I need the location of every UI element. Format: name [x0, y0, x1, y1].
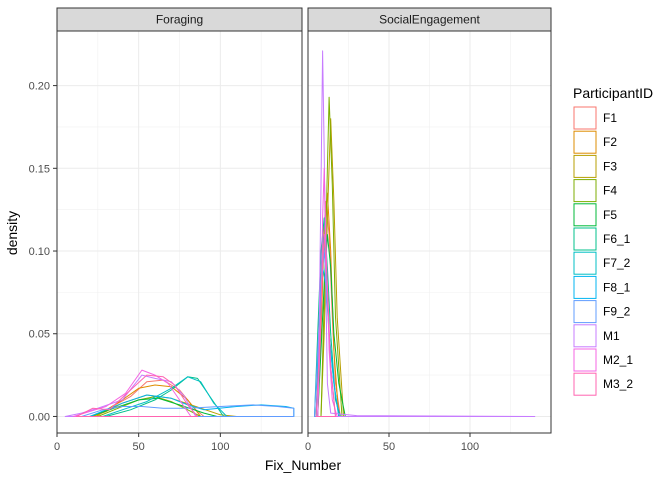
- legend-item-f4: F4: [573, 179, 617, 203]
- y-tick-label: 0.20: [29, 81, 50, 93]
- x-axis-title: Fix_Number: [265, 457, 342, 473]
- density-m3-2: [76, 374, 198, 417]
- legend-item-f5: F5: [573, 203, 617, 227]
- legend-label: F6_1: [603, 232, 631, 246]
- x-tick-label: 50: [383, 441, 395, 453]
- legend: ParticipantID F1 F2 F3 F4 F5 F6_1 F7_2 F8_1 F9_2…: [573, 85, 653, 396]
- legend-key: [573, 300, 597, 324]
- legend-label: M3_2: [603, 377, 633, 391]
- panel-border-socialengagement: [307, 30, 552, 434]
- y-tick-label: 0.00: [29, 411, 50, 423]
- legend-key: [573, 154, 597, 178]
- strip-label-foraging: Foraging: [156, 13, 203, 27]
- x-tick-label: 0: [54, 441, 60, 453]
- density-f2: [317, 192, 340, 417]
- legend-item-f6-1: F6_1: [573, 227, 631, 251]
- x-tick-label: 100: [211, 441, 229, 453]
- legend-item-f9-2: F9_2: [573, 300, 631, 324]
- legend-item-f1: F1: [573, 106, 617, 130]
- axes: 0 50 100 0 50 100 0.00 0.05 0.10 0.15 0.20: [29, 81, 480, 453]
- panel-socialengagement: SocialEngagement: [307, 7, 552, 434]
- legend-item-f7-2: F7_2: [573, 251, 631, 275]
- x-tick-label: 50: [133, 441, 145, 453]
- legend-label: F3: [603, 159, 617, 173]
- legend-label: F4: [603, 184, 617, 198]
- legend-key: [573, 130, 597, 154]
- legend-key: [573, 179, 597, 203]
- y-tick-label: 0.05: [29, 329, 50, 341]
- y-axis-title: density: [4, 211, 20, 255]
- legend-label: M2_1: [603, 353, 633, 367]
- legend-key: [573, 372, 597, 396]
- legend-item-f2: F2: [573, 130, 617, 154]
- legend-key: [573, 275, 597, 299]
- legend-label: F2: [603, 135, 617, 149]
- density-f5: [317, 234, 346, 417]
- x-tick-label: 0: [305, 441, 311, 453]
- legend-label: F1: [603, 111, 617, 125]
- density-f4: [97, 396, 202, 417]
- gridlines-socialengagement: [307, 31, 551, 433]
- legend-label: F5: [603, 208, 617, 222]
- density-curves-foraging: [64, 369, 295, 417]
- facet-panels: Foraging SocialEngagement: [56, 7, 552, 434]
- legend-key: [573, 227, 597, 251]
- legend-key: [573, 251, 597, 275]
- density-m3-2: [315, 234, 336, 417]
- panel-border-foraging: [56, 30, 303, 434]
- density-m1: [64, 374, 197, 417]
- y-tick-label: 0.10: [29, 246, 50, 258]
- legend-title: ParticipantID: [573, 85, 653, 101]
- legend-key: [573, 324, 597, 348]
- density-f9-2: [81, 404, 295, 417]
- x-tick-label: 100: [461, 441, 479, 453]
- legend-label: M1: [603, 329, 620, 343]
- legend-label: F7_2: [603, 256, 631, 270]
- legend-key: [573, 348, 597, 372]
- density-m1: [317, 50, 536, 417]
- legend-key: [573, 106, 597, 130]
- legend-label: F8_1: [603, 280, 631, 294]
- legend-item-f8-1: F8_1: [573, 275, 631, 299]
- density-f6-1: [314, 217, 341, 417]
- legend-key: [573, 203, 597, 227]
- legend-item-m1: M1: [573, 324, 620, 348]
- density-f7-2: [102, 376, 228, 417]
- legend-item-f3: F3: [573, 154, 617, 178]
- panel-foraging: Foraging: [56, 7, 303, 434]
- density-curves-socialengagement: [314, 50, 536, 417]
- y-tick-label: 0.15: [29, 163, 50, 175]
- strip-label-socialengagement: SocialEngagement: [379, 13, 480, 27]
- legend-item-m2-1: M2_1: [573, 348, 633, 372]
- legend-label: F9_2: [603, 305, 631, 319]
- legend-item-m3-2: M3_2: [573, 372, 633, 396]
